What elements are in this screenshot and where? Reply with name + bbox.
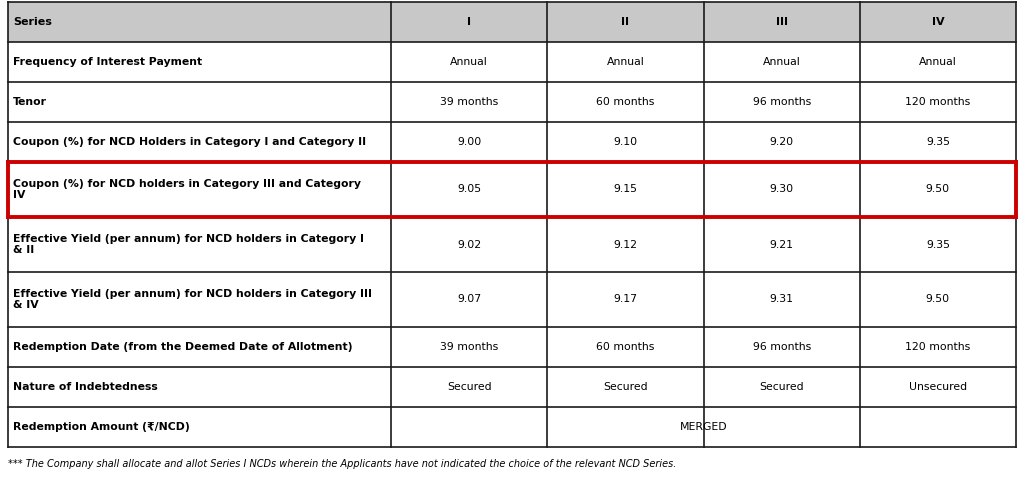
Bar xyxy=(8,367,1016,407)
Text: 9.10: 9.10 xyxy=(613,137,638,147)
Text: 9.35: 9.35 xyxy=(926,137,950,147)
Text: Redemption Amount (₹/NCD): Redemption Amount (₹/NCD) xyxy=(13,422,189,432)
Text: 9.35: 9.35 xyxy=(926,240,950,250)
Text: Redemption Date (from the Deemed Date of Allotment): Redemption Date (from the Deemed Date of… xyxy=(13,342,352,352)
Text: Secured: Secured xyxy=(603,382,648,392)
Text: Annual: Annual xyxy=(919,57,956,67)
Text: III: III xyxy=(775,17,787,27)
Text: 60 months: 60 months xyxy=(596,342,654,352)
Text: 9.50: 9.50 xyxy=(926,184,950,194)
Bar xyxy=(8,162,1016,217)
Text: 9.07: 9.07 xyxy=(457,294,481,304)
Text: Nature of Indebtedness: Nature of Indebtedness xyxy=(13,382,158,392)
Text: 9.05: 9.05 xyxy=(457,184,481,194)
Bar xyxy=(8,217,1016,272)
Text: I: I xyxy=(467,17,471,27)
Text: 9.15: 9.15 xyxy=(613,184,637,194)
Bar xyxy=(8,42,1016,82)
Text: Tenor: Tenor xyxy=(13,97,47,107)
Text: 60 months: 60 months xyxy=(596,97,654,107)
Text: Series: Series xyxy=(13,17,52,27)
Bar xyxy=(8,327,1016,367)
Text: 9.21: 9.21 xyxy=(770,240,794,250)
Text: Secured: Secured xyxy=(760,382,804,392)
Text: Frequency of Interest Payment: Frequency of Interest Payment xyxy=(13,57,202,67)
Text: *** The Company shall allocate and allot Series I NCDs wherein the Applicants ha: *** The Company shall allocate and allot… xyxy=(8,459,677,469)
Text: 9.20: 9.20 xyxy=(770,137,794,147)
Text: Unsecured: Unsecured xyxy=(909,382,967,392)
Text: 9.02: 9.02 xyxy=(457,240,481,250)
Text: 9.50: 9.50 xyxy=(926,294,950,304)
Bar xyxy=(8,122,1016,162)
Text: 96 months: 96 months xyxy=(753,97,811,107)
Text: Coupon (%) for NCD holders in Category III and Category
IV: Coupon (%) for NCD holders in Category I… xyxy=(13,178,361,201)
Text: 39 months: 39 months xyxy=(440,342,499,352)
Text: 120 months: 120 months xyxy=(905,97,971,107)
Text: Annual: Annual xyxy=(451,57,488,67)
Text: 9.31: 9.31 xyxy=(770,294,794,304)
Bar xyxy=(8,272,1016,327)
Bar xyxy=(8,2,1016,42)
Text: MERGED: MERGED xyxy=(680,422,727,432)
Text: Effective Yield (per annum) for NCD holders in Category I
& II: Effective Yield (per annum) for NCD hold… xyxy=(13,234,364,256)
Text: 120 months: 120 months xyxy=(905,342,971,352)
Text: 9.17: 9.17 xyxy=(613,294,637,304)
Text: Annual: Annual xyxy=(763,57,801,67)
Text: 9.30: 9.30 xyxy=(770,184,794,194)
Text: IV: IV xyxy=(932,17,944,27)
Text: II: II xyxy=(622,17,630,27)
Text: Annual: Annual xyxy=(606,57,644,67)
Bar xyxy=(8,407,1016,447)
Text: Coupon (%) for NCD Holders in Category I and Category II: Coupon (%) for NCD Holders in Category I… xyxy=(13,137,367,147)
Text: Secured: Secured xyxy=(446,382,492,392)
Text: Effective Yield (per annum) for NCD holders in Category III
& IV: Effective Yield (per annum) for NCD hold… xyxy=(13,288,372,310)
Text: 9.12: 9.12 xyxy=(613,240,637,250)
Text: 96 months: 96 months xyxy=(753,342,811,352)
Bar xyxy=(8,82,1016,122)
Text: 9.00: 9.00 xyxy=(457,137,481,147)
Text: 39 months: 39 months xyxy=(440,97,499,107)
